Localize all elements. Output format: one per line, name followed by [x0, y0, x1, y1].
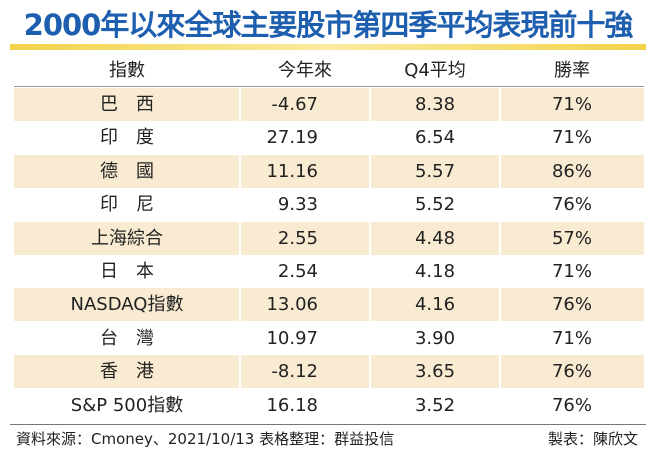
cell-value: 3.52 — [414, 394, 456, 416]
column-separator — [499, 88, 501, 422]
column-header: 指數 — [109, 60, 145, 81]
cell-value: -8.12 — [271, 361, 318, 383]
row-background — [14, 288, 644, 322]
column-header: 今年來 — [278, 60, 332, 81]
cell-value: 10.97 — [266, 327, 318, 349]
footer-source: 資料來源：Cmoney、2021/10/13 表格整理：群益投信 — [16, 430, 395, 448]
cell-value: 3.65 — [414, 361, 456, 383]
cell-value: 9.33 — [277, 194, 318, 216]
column-header: Q4平均 — [404, 60, 466, 81]
cell-value: 4.18 — [414, 261, 456, 282]
column-separator — [239, 88, 241, 422]
column-header: 勝率 — [554, 60, 590, 81]
cell-value: 71% — [551, 327, 592, 349]
cell-value: 11.16 — [266, 160, 318, 182]
cell-value: 71% — [551, 94, 592, 115]
row-background — [14, 221, 644, 255]
row-label: S&P 500指數 — [70, 394, 184, 416]
cell-value: 86% — [551, 160, 592, 182]
row-label: 上海綜合 — [91, 227, 163, 249]
footer-line — [10, 424, 646, 425]
row-background — [14, 154, 644, 188]
cell-value: 13.06 — [266, 294, 318, 316]
row-label: 德 國 — [100, 160, 154, 182]
cell-value: 16.18 — [266, 394, 318, 416]
row-label: NASDAQ指數 — [70, 294, 184, 316]
row-background — [14, 88, 644, 121]
cell-value: 3.90 — [414, 327, 456, 349]
cell-value: 4.48 — [414, 227, 456, 249]
cell-value: 71% — [551, 127, 592, 149]
cell-value: 4.16 — [414, 294, 456, 316]
row-label: 台 灣 — [100, 327, 154, 349]
cell-value: 2.54 — [277, 261, 318, 282]
cell-value: 8.38 — [414, 94, 456, 115]
row-label: 日 本 — [100, 261, 154, 282]
cell-value: 76% — [551, 394, 592, 416]
row-label: 印 度 — [100, 127, 154, 149]
cell-value: 76% — [551, 361, 592, 383]
column-separator — [369, 88, 371, 422]
cell-value: 76% — [551, 294, 592, 316]
row-label: 印 尼 — [100, 194, 154, 216]
cell-value: 71% — [551, 261, 592, 282]
cell-value: 76% — [551, 194, 592, 216]
cell-value: 5.52 — [414, 194, 456, 216]
row-label: 香 港 — [100, 361, 154, 383]
header-line — [14, 86, 644, 87]
footer-author: 製表：陳欣文 — [547, 430, 638, 448]
cell-value: -4.67 — [271, 94, 318, 115]
row-label: 巴 西 — [100, 94, 154, 115]
cell-value: 5.57 — [414, 160, 456, 182]
title-bar — [10, 44, 646, 50]
cell-value: 27.19 — [266, 127, 318, 149]
title: 2000年以來全球主要股市第四季平均表現前十強 — [23, 8, 634, 42]
cell-value: 2.55 — [277, 227, 318, 249]
cell-value: 57% — [551, 227, 592, 249]
row-background — [14, 355, 644, 389]
cell-value: 6.54 — [414, 127, 456, 149]
